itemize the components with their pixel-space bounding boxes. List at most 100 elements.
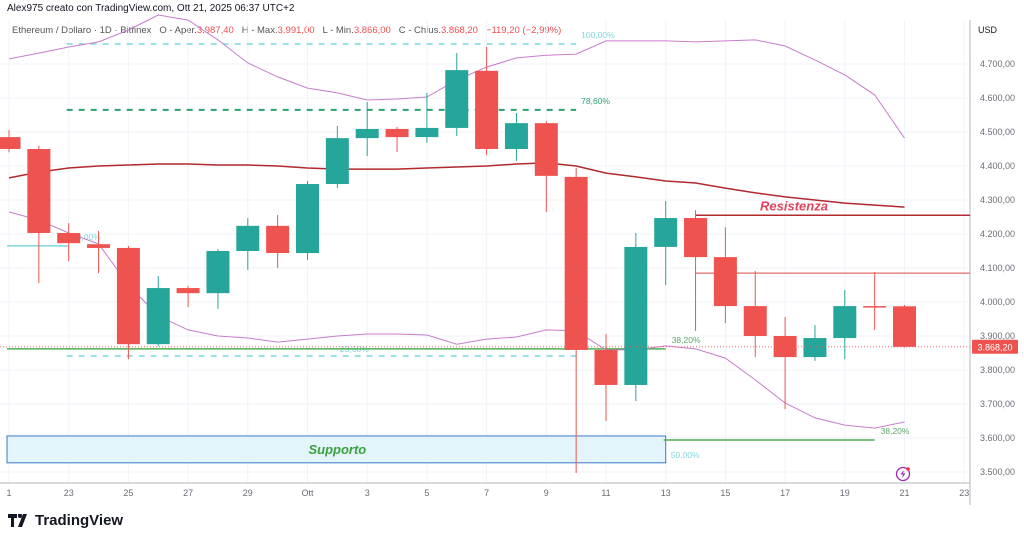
candle xyxy=(833,290,857,360)
candle-body xyxy=(564,176,588,350)
y-tick-label: 3.500,00 xyxy=(980,467,1015,477)
x-tick-label: 23 xyxy=(959,488,969,498)
lightning-icon-bolt xyxy=(900,470,906,478)
x-tick-label: 5 xyxy=(424,488,429,498)
candle xyxy=(803,325,827,361)
notification-dot xyxy=(906,467,910,471)
x-tick-label: 9 xyxy=(544,488,549,498)
candle-body xyxy=(654,218,678,247)
candle-body xyxy=(803,338,827,358)
candle-body xyxy=(684,218,708,258)
candle xyxy=(475,47,499,156)
low-label: L - Min. xyxy=(322,25,354,36)
candle xyxy=(624,232,648,401)
last-price-badge xyxy=(972,339,1018,354)
candle xyxy=(355,102,379,157)
support-zone xyxy=(6,435,667,464)
tradingview-logo[interactable]: TradingView xyxy=(8,512,123,529)
close-label: C - Chius. xyxy=(398,25,441,36)
candle xyxy=(146,276,170,347)
candle-body xyxy=(0,137,21,149)
high-value: 3.991,00 xyxy=(277,25,315,36)
candle xyxy=(176,286,200,308)
lightning-icon[interactable] xyxy=(895,466,911,482)
x-tick-label: 7 xyxy=(484,488,489,498)
x-tick-label: 27 xyxy=(183,488,193,498)
fib-label: 0,00% xyxy=(77,232,102,242)
x-tick-label: 13 xyxy=(661,488,671,498)
candle-body xyxy=(504,123,528,149)
symbol-label[interactable]: Ethereum / Dollaro · 1D · Bitfinex xyxy=(12,25,152,36)
candle-body xyxy=(415,127,439,138)
y-tick-label: 4.700,00 xyxy=(980,59,1015,69)
candle-body xyxy=(624,246,648,385)
candle xyxy=(266,214,290,268)
candle xyxy=(713,227,737,324)
candle-body xyxy=(296,184,319,254)
candle xyxy=(534,121,558,212)
candle-body xyxy=(87,244,111,248)
x-tick-label: 19 xyxy=(840,488,850,498)
x-tick-label: 3 xyxy=(365,488,370,498)
y-tick-label: 3.900,00 xyxy=(980,331,1015,341)
lightning-icon-ring xyxy=(895,466,911,482)
candle-body xyxy=(57,232,81,244)
candle xyxy=(325,125,349,189)
y-tick-label: 4.000,00 xyxy=(980,297,1015,307)
y-tick-label: 3.700,00 xyxy=(980,399,1015,409)
candle xyxy=(743,271,767,358)
support-label: Supporto xyxy=(308,442,366,457)
candle xyxy=(684,210,708,331)
chart-credit: Alex975 creato con TradingView.com, Ott … xyxy=(7,3,295,14)
tradingview-logo-icon xyxy=(8,514,27,527)
candle-body xyxy=(773,336,797,358)
x-tick-label: 23 xyxy=(64,488,74,498)
candle xyxy=(385,126,409,153)
y-tick-label: 4.300,00 xyxy=(980,195,1015,205)
x-tick-label: 1 xyxy=(6,488,11,498)
candle xyxy=(236,218,260,271)
candle xyxy=(504,112,528,161)
candle-body xyxy=(266,225,290,254)
brand-name: TradingView xyxy=(35,512,124,529)
candle-body xyxy=(146,288,170,345)
resistance-label: Resistenza xyxy=(760,198,828,213)
last-price-value: 3.868,20 xyxy=(977,342,1012,352)
candle xyxy=(116,245,140,360)
x-tick-label: 25 xyxy=(123,488,133,498)
low-value: 3.866,00 xyxy=(353,25,391,36)
x-tick-label: Ott xyxy=(301,488,314,498)
candle-body xyxy=(176,288,200,294)
middle-band-line xyxy=(8,162,905,208)
candle-body xyxy=(594,349,618,385)
candle-body xyxy=(475,70,499,149)
x-tick-label: 17 xyxy=(780,488,790,498)
candle xyxy=(564,168,588,474)
candle xyxy=(296,180,319,260)
x-tick-label: 29 xyxy=(243,488,253,498)
candle-body xyxy=(534,123,558,176)
candle-body xyxy=(206,251,230,294)
price-chart[interactable]: 4.700,00 4.600,00 4.500,00 4.400,00 4.300,00… xyxy=(0,0,1024,505)
candle-body xyxy=(236,225,260,251)
candle-body xyxy=(325,138,349,185)
fib-label: 78,60% xyxy=(581,96,610,106)
candle xyxy=(594,333,618,421)
candle-body xyxy=(743,306,767,336)
candle-body xyxy=(713,257,737,307)
candle xyxy=(206,248,230,309)
candle-body xyxy=(893,306,916,347)
x-tick-label: 11 xyxy=(601,488,610,498)
close-value: 3.868,20 xyxy=(440,25,478,36)
x-tick-label: 21 xyxy=(899,488,909,498)
y-tick-label: 4.100,00 xyxy=(980,263,1015,273)
candle xyxy=(654,201,678,285)
candle xyxy=(445,53,469,137)
x-tick-label: 15 xyxy=(720,488,730,498)
candle-body xyxy=(445,70,469,128)
y-tick-label: 3.600,00 xyxy=(980,433,1015,443)
candle-body xyxy=(863,306,887,308)
y-tick-label: 3.800,00 xyxy=(980,365,1015,375)
candle xyxy=(893,305,916,348)
candle xyxy=(87,230,111,274)
